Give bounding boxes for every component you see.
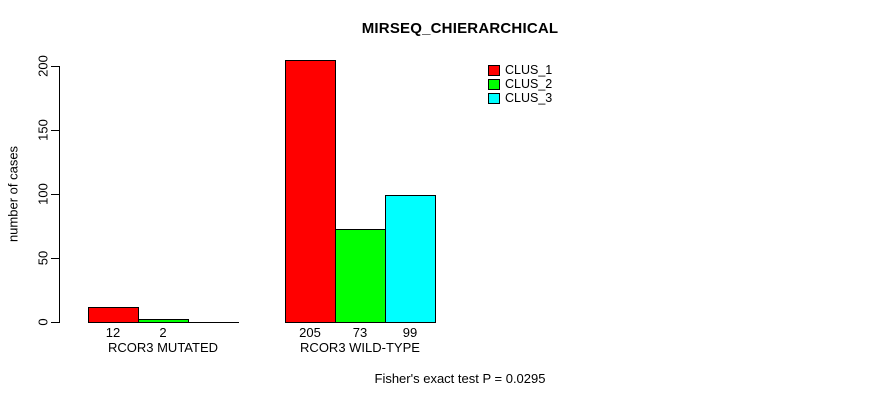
bar-value-label: 99 — [402, 325, 418, 340]
y-axis-tick-label: 100 — [35, 183, 51, 205]
category-label-rcor3-mutated: RCOR3 MUTATED — [107, 340, 219, 355]
y-axis-tick — [51, 258, 59, 259]
y-axis-tick-label: 150 — [35, 119, 51, 141]
legend-item-clus-1: CLUS_1 — [488, 63, 552, 77]
legend-swatch-clus-2 — [488, 78, 500, 90]
legend-label: CLUS_1 — [505, 63, 553, 77]
y-axis-tick — [51, 130, 59, 131]
y-axis-tick-label: 50 — [35, 250, 51, 266]
bar-value-label: 12 — [105, 325, 121, 340]
bar-clus-1-rcor3-mutated — [88, 307, 139, 323]
y-axis-tick-label: 0 — [35, 318, 51, 326]
bar-clus-1-rcor3-wild-type — [285, 60, 336, 323]
y-axis-tick — [51, 194, 59, 195]
bar-clus-2-rcor3-mutated — [138, 319, 189, 323]
bar-value-label: 2 — [159, 325, 167, 340]
legend: CLUS_1 CLUS_2 CLUS_3 — [488, 63, 552, 105]
y-axis-line — [59, 66, 60, 323]
y-axis-tick — [51, 322, 59, 323]
bar-value-label: 73 — [352, 325, 368, 340]
bar-clus-3-rcor3-wild-type — [385, 195, 436, 323]
legend-item-clus-3: CLUS_3 — [488, 91, 552, 105]
legend-swatch-clus-1 — [488, 64, 500, 76]
bar-value-label: 205 — [299, 325, 321, 340]
chart-title: MIRSEQ_CHIERARCHICAL — [361, 20, 559, 37]
legend-item-clus-2: CLUS_2 — [488, 77, 552, 91]
category-label-rcor3-wild-type: RCOR3 WILD-TYPE — [300, 340, 420, 355]
legend-label: CLUS_2 — [505, 77, 553, 91]
legend-swatch-clus-3 — [488, 92, 500, 104]
bar-clus-3-rcor3-mutated — [188, 322, 239, 323]
bar-clus-2-rcor3-wild-type — [335, 229, 386, 323]
y-axis-tick-label: 200 — [35, 55, 51, 77]
y-axis-tick — [51, 66, 59, 67]
fisher-test-annotation: Fisher's exact test P = 0.0295 — [374, 371, 546, 386]
legend-label: CLUS_3 — [505, 91, 553, 105]
